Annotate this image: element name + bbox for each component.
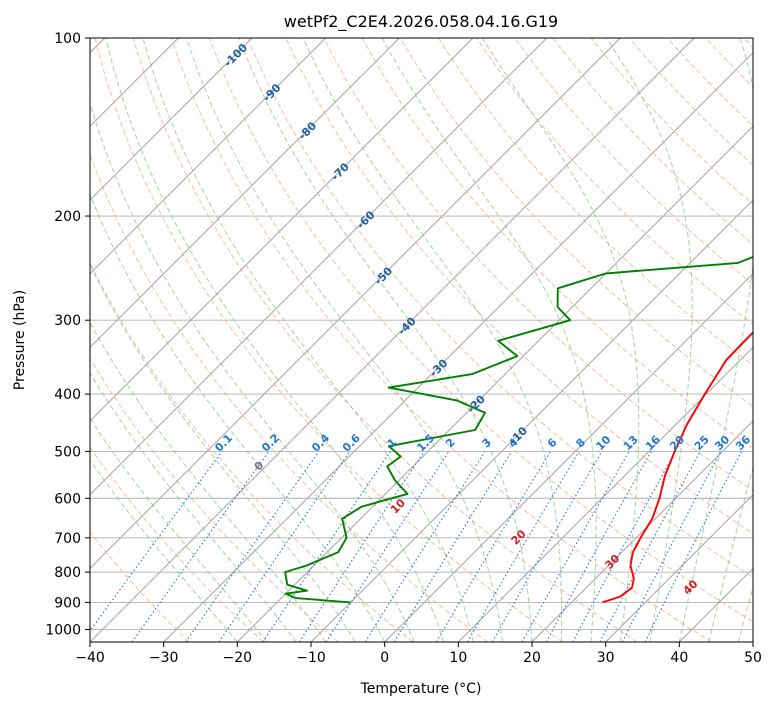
- chart-title: wetPf2_C2E4.2026.058.04.16.G19: [284, 12, 558, 32]
- y-tick-label: 400: [54, 387, 81, 403]
- y-tick-label: 500: [54, 444, 81, 460]
- y-tick-label: 600: [54, 491, 81, 507]
- x-tick-label: 50: [744, 650, 762, 666]
- x-tick-label: −10: [296, 650, 326, 666]
- x-tick-label: −40: [75, 650, 105, 666]
- y-axis-label: Pressure (hPa): [12, 290, 28, 390]
- y-tick-label: 900: [54, 595, 81, 611]
- y-tick-label: 1000: [45, 622, 81, 638]
- y-tick-label: 700: [54, 531, 81, 547]
- x-tick-label: −30: [149, 650, 179, 666]
- x-tick-label: 30: [597, 650, 615, 666]
- x-tick-label: 20: [523, 650, 541, 666]
- y-tick-label: 300: [54, 313, 81, 329]
- y-tick-label: 200: [54, 209, 81, 225]
- x-tick-label: 10: [449, 650, 467, 666]
- x-tick-label: 0: [380, 650, 389, 666]
- x-axis-label: Temperature (°C): [360, 681, 482, 697]
- y-tick-label: 800: [54, 565, 81, 581]
- y-tick-label: 100: [54, 31, 81, 47]
- x-tick-label: 40: [670, 650, 688, 666]
- x-tick-label: −20: [223, 650, 253, 666]
